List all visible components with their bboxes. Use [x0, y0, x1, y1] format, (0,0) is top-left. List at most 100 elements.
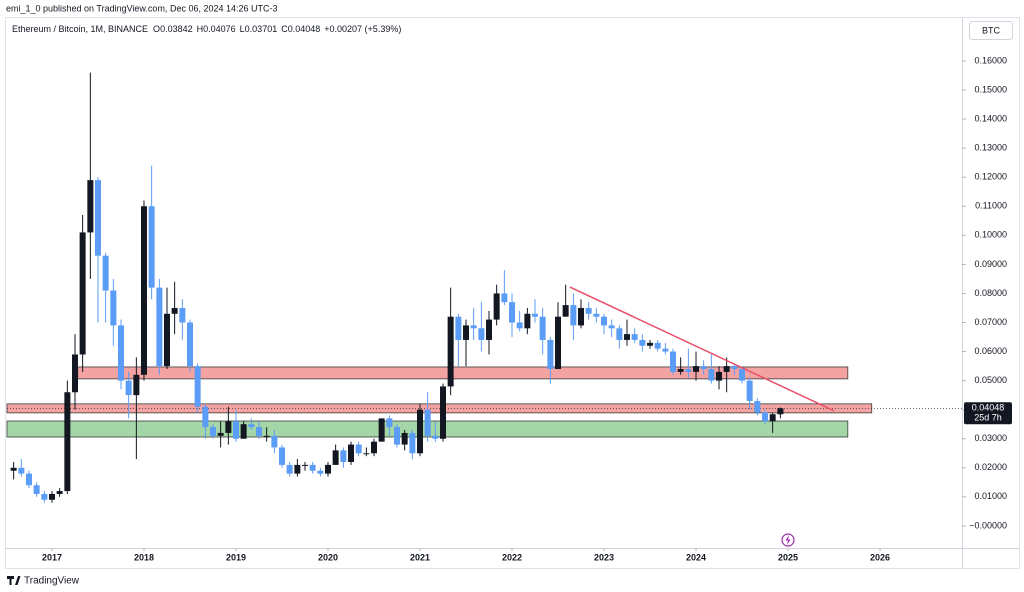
ohlc-high-label: H — [197, 24, 204, 34]
candle-body — [685, 368, 692, 372]
ohlc-open-label: O — [153, 24, 160, 34]
x-tick-label: 2019 — [226, 552, 246, 562]
candle-body — [401, 432, 408, 445]
candle-body — [163, 313, 170, 367]
candle-body — [79, 232, 86, 355]
candle-body — [570, 305, 577, 326]
candle-body — [56, 491, 63, 494]
candle-body — [432, 435, 439, 439]
candle-body — [140, 206, 147, 375]
candle-body — [18, 467, 25, 474]
candle-body — [639, 339, 646, 346]
candle-body — [94, 180, 101, 256]
ohlc-low: 0.03701 — [245, 24, 278, 34]
candle-body — [332, 450, 339, 465]
candle-body — [317, 470, 324, 474]
candle-body — [148, 206, 155, 288]
publisher-line: emi_1_0 published on TradingView.com, De… — [6, 3, 278, 13]
candle-body — [777, 408, 784, 415]
candle-body — [654, 342, 661, 349]
candle-body — [555, 316, 562, 369]
candle-body — [240, 424, 247, 439]
candle-body — [647, 342, 654, 346]
candle-body — [25, 473, 32, 486]
footer-logo — [7, 576, 21, 585]
candle-body — [202, 406, 209, 428]
x-tick-label: 2022 — [502, 552, 522, 562]
y-tick-label: 0.03000 — [974, 433, 1007, 443]
candle-body — [723, 366, 730, 372]
candle-body — [631, 334, 638, 340]
candle-body — [624, 334, 631, 340]
x-tick-label: 2023 — [594, 552, 614, 562]
candle-body — [547, 339, 554, 369]
candle-body — [716, 371, 723, 381]
currency-button[interactable] — [969, 21, 1013, 40]
candle-body — [255, 427, 262, 436]
candle-body — [478, 328, 485, 340]
candle-body — [670, 351, 677, 372]
candle-body — [217, 432, 224, 436]
candle-body — [33, 485, 40, 494]
candle-body — [754, 400, 761, 413]
candle-body — [363, 453, 370, 455]
y-tick-label: 0.09000 — [974, 259, 1007, 269]
x-tick-label: 2020 — [318, 552, 338, 562]
candle-body — [194, 366, 201, 407]
y-tick-label: 0.02000 — [974, 462, 1007, 472]
candle-body — [486, 319, 493, 340]
candle-body — [493, 293, 500, 320]
ohlc-low-label: L — [240, 24, 245, 34]
lightning-icon — [781, 533, 795, 547]
last-price-label: 0.04048 — [972, 403, 1005, 413]
candle-body — [133, 374, 140, 396]
candle-body — [578, 307, 585, 326]
candle-body — [171, 307, 178, 314]
y-tick-label: 0.12000 — [974, 172, 1007, 182]
candle-body — [309, 464, 316, 471]
candle-body — [294, 464, 301, 474]
candle-body — [417, 409, 424, 454]
candle-body — [762, 412, 769, 422]
candle-body — [463, 325, 470, 340]
candle-body — [64, 392, 71, 492]
candle-body — [524, 313, 531, 329]
candle-body — [470, 325, 477, 329]
trendline — [569, 286, 835, 412]
candle-body — [340, 450, 347, 462]
ohlc-close: 0.04048 — [288, 24, 321, 34]
candle-body — [278, 447, 285, 465]
candle-body — [585, 307, 592, 314]
candle-body — [102, 255, 109, 291]
candle-body — [179, 307, 186, 323]
candle-body — [608, 325, 615, 329]
ohlc-open: 0.03842 — [160, 24, 193, 34]
candle-body — [286, 464, 293, 474]
header: Ethereum / Bitcoin, 1M, BINANCE O0.03842 H… — [12, 24, 401, 34]
candle-body — [71, 354, 78, 393]
candle-body — [447, 316, 454, 387]
candle-body — [769, 414, 776, 422]
candle-body — [371, 441, 378, 454]
ohlc-close-label: C — [281, 24, 288, 34]
candle-body — [302, 464, 309, 466]
candle-body — [677, 368, 684, 372]
candle-body — [739, 368, 746, 381]
chart-frame — [5, 17, 1020, 569]
ohlc-high: 0.04076 — [203, 24, 236, 34]
x-tick-label: 2021 — [410, 552, 430, 562]
candle-body — [746, 380, 753, 401]
footer-brand: TradingView — [24, 576, 80, 587]
candle-body — [662, 348, 669, 352]
candle-body — [562, 305, 569, 317]
candle-body — [532, 313, 539, 317]
candle-body — [394, 427, 401, 445]
candle-body — [355, 444, 362, 454]
y-tick-label: 0.08000 — [974, 288, 1007, 298]
x-tick-label: 2017 — [42, 552, 62, 562]
y-tick-label: 0.06000 — [974, 346, 1007, 356]
y-tick-label: 0.14000 — [974, 113, 1007, 123]
candle-body — [87, 180, 94, 233]
candle-body — [440, 386, 447, 439]
candle-body — [708, 368, 715, 381]
